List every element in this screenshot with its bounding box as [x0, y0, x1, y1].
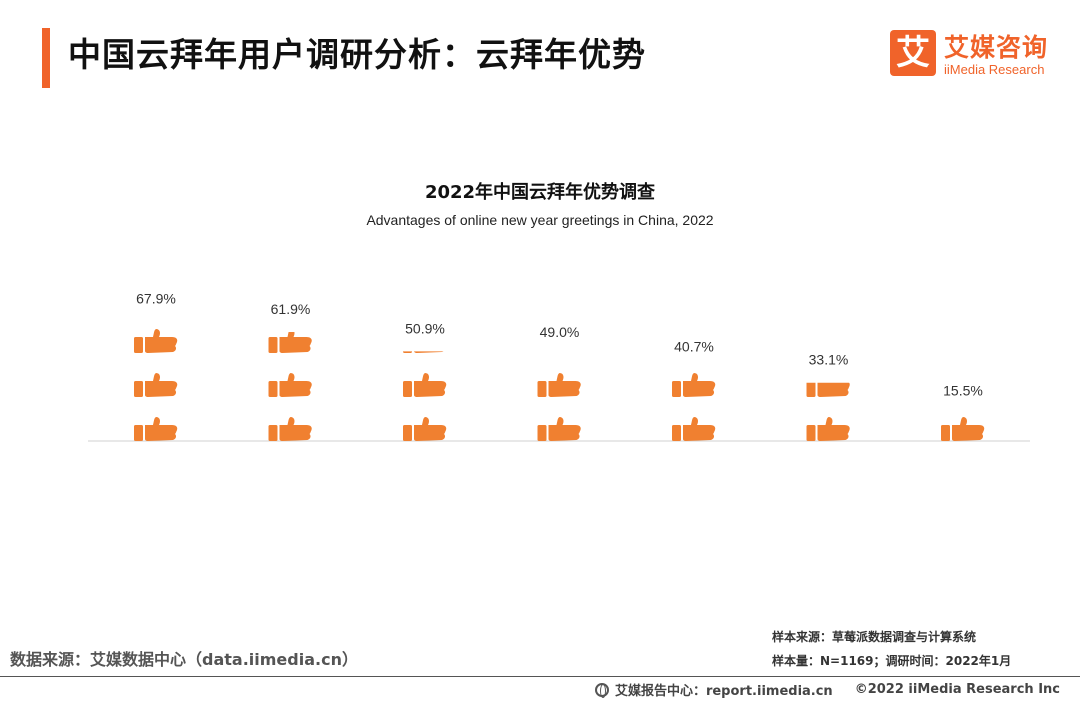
thumbs-up-icon [268, 373, 312, 397]
thumbs-up-icon [941, 329, 984, 353]
bar-1 [134, 329, 178, 441]
data-label: 49.0% [540, 324, 580, 340]
bar-5 [672, 285, 716, 441]
logo-mark: 艾 [890, 30, 936, 76]
footer-divider [0, 676, 1080, 677]
page-title: 中国云拜年用户调研分析：云拜年优势 [68, 35, 646, 74]
report-center-link[interactable]: 艾媒报告中心：report.iimedia.cn [614, 684, 833, 699]
bar-3 [403, 285, 447, 441]
globe-icon [594, 682, 609, 698]
title-accent-bar [42, 28, 50, 88]
chart-subtitle: Advantages of online new year greetings … [366, 212, 714, 228]
copyright: ©2022 iiMedia Research Inc [854, 682, 1060, 697]
chart-title: 2022年中国云拜年优势调查 [424, 182, 656, 203]
thumbs-up-icon [807, 329, 850, 353]
thumbs-up-icon [134, 329, 178, 353]
thumbs-up-icon [537, 373, 581, 397]
thumbs-up-icon [672, 373, 716, 397]
data-label: 50.9% [405, 320, 445, 336]
bar-7 [941, 285, 985, 441]
thumbs-up-icon [941, 417, 985, 441]
thumbs-up-icon [268, 332, 312, 353]
thumbs-up-icon [807, 285, 850, 309]
data-label: 40.7% [674, 338, 714, 354]
sample-size: 样本量：N=1169；调研时间：2022年1月 [772, 654, 1012, 668]
data-source: 数据来源：艾媒数据中心（data.iimedia.cn） [10, 650, 358, 669]
thumbs-up-icon [672, 417, 716, 441]
thumbs-up-icon [268, 417, 312, 441]
thumbs-up-icon [672, 285, 715, 309]
thumbs-up-icon [403, 417, 447, 441]
logo: 艾 艾媒咨询 iiMedia Research [890, 30, 1065, 82]
thumbs-up-icon [537, 417, 581, 441]
thumbs-up-icon [538, 285, 581, 309]
data-label: 61.9% [271, 301, 311, 317]
data-label: 67.9% [136, 290, 176, 306]
thumbs-up-icon [403, 285, 446, 309]
logo-text-en: iiMedia Research [944, 62, 1045, 77]
thumbs-up-icon [403, 373, 447, 397]
thumbs-up-icon [806, 417, 850, 441]
thumbs-up-icon [134, 373, 178, 397]
data-label: 15.5% [943, 383, 983, 399]
thumbs-up-icon [941, 285, 984, 309]
thumbs-up-icon [134, 417, 178, 441]
data-label: 33.1% [809, 352, 849, 368]
footer-bottom: 艾媒报告中心：report.iimedia.cn ©2022 iiMedia R… [594, 680, 1060, 699]
bar-4 [537, 285, 581, 441]
logo-text-cn: 艾媒咨询 [944, 33, 1049, 62]
thumbs-up-icon [806, 382, 850, 397]
sample-source: 样本来源：草莓派数据调查与计算系统 [772, 630, 977, 644]
